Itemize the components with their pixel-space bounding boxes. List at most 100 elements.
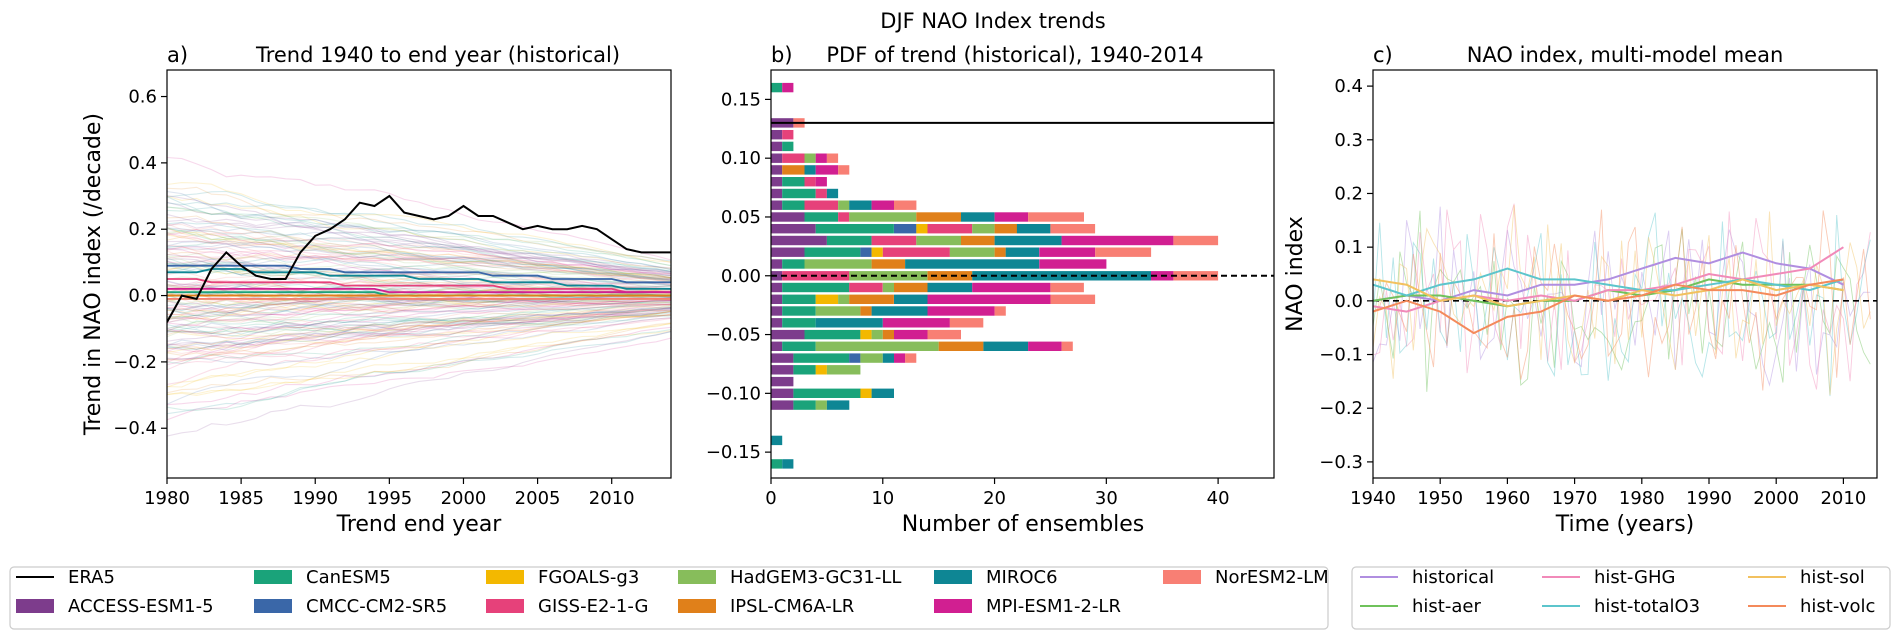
bar-segment	[782, 259, 805, 269]
legend-label: hist-GHG	[1594, 567, 1675, 588]
panel-a-xtick-label: 1980	[144, 488, 190, 509]
panel-a-xtick-label: 2010	[589, 488, 635, 509]
bar-segment	[782, 282, 850, 293]
ensemble-member-line	[167, 317, 671, 360]
bar-segment	[804, 259, 872, 269]
bar-segment	[782, 294, 816, 304]
ensemble-member-line	[167, 303, 671, 371]
panel-b-axes: 0 10 20 30 40 −0.15 −0.10 −0.05 0.00 0.05 0.10 0.15	[706, 89, 1230, 509]
ensemble-member-line	[167, 308, 671, 348]
legend-label: MIROC6	[986, 567, 1058, 588]
ensemble-member-line	[167, 295, 671, 321]
bar-segment	[782, 82, 794, 93]
ensemble-member-line	[167, 276, 671, 296]
ensemble-member-line	[167, 322, 671, 396]
bar-segment	[849, 200, 872, 210]
ensemble-member-line	[167, 280, 671, 294]
panel-b-xlabel: Number of ensembles	[902, 512, 1145, 537]
panel-c-series	[1373, 246, 1877, 335]
ensemble-member-line	[167, 309, 671, 336]
ensemble-member-line	[167, 196, 671, 273]
ensemble-member-line	[167, 209, 671, 272]
ensemble-member-line	[167, 313, 671, 388]
legend-label: GISS-E2-1-G	[538, 596, 648, 617]
bar-segment	[826, 400, 850, 410]
panel-a-xtick-label: 1990	[292, 488, 338, 509]
legend-swatch	[1163, 570, 1201, 584]
bar-segment	[804, 212, 838, 222]
ensemble-member-line	[167, 299, 671, 326]
ensemble-member-line	[167, 223, 671, 275]
panel-a-xlabel: Trend end year	[336, 512, 503, 537]
bar-segment	[815, 153, 827, 163]
ensemble-member-line	[167, 222, 671, 275]
ensemble-member-line	[167, 310, 671, 354]
ensemble-member-line	[167, 328, 671, 411]
ensemble-member-line	[167, 311, 671, 352]
ensemble-member-line	[167, 307, 671, 350]
legend-swatch	[678, 570, 716, 584]
legend-label: hist-volc	[1800, 596, 1875, 617]
ensemble-member-line	[167, 217, 671, 273]
ensemble-member-line	[167, 256, 671, 294]
bar-segment	[815, 294, 839, 304]
panel-a-ensemble-members	[167, 156, 671, 437]
ensemble-member-line	[167, 241, 671, 281]
panel-a-title: Trend 1940 to end year (historical)	[255, 43, 620, 67]
bar-segment	[849, 212, 917, 222]
ensemble-member-line	[167, 322, 671, 394]
bar-segment	[1005, 247, 1040, 257]
panel-b-title: PDF of trend (historical), 1940-2014	[826, 43, 1203, 67]
bar-segment	[1050, 282, 1084, 293]
bar-segment	[894, 200, 917, 210]
panel-c-title: NAO index, multi-model mean	[1467, 43, 1784, 67]
bar-segment	[771, 82, 783, 93]
ensemble-member-line	[167, 252, 671, 282]
ensemble-member-line	[167, 312, 671, 333]
ensemble-member-line	[167, 307, 671, 353]
ensemble-member-line	[167, 326, 671, 406]
bar-segment	[849, 282, 883, 293]
model-legend-entries: ERA5 ACCESS-ESM1-5 CanESM5 CMCC-CM2-SR5 FGOA…	[16, 567, 1329, 617]
panel-a-axes: 1980 1985 1990 1995 2000 2005 2010 −0.4 −0.2 0.0 0…	[113, 87, 634, 509]
bar-segment	[771, 353, 794, 363]
panel-a-ytick-label: −0.4	[113, 418, 157, 439]
bar-segment	[771, 200, 783, 210]
panel-a-ytick-label: −0.2	[113, 352, 157, 373]
bar-segment	[815, 341, 939, 351]
ensemble-member-line	[167, 288, 671, 322]
panel-a-ytick-label: 0.6	[128, 87, 157, 108]
ensemble-member-line	[167, 309, 671, 363]
legend-label: CMCC-CM2-SR5	[306, 596, 447, 617]
annual-line-hist-sol	[1373, 205, 1871, 396]
ensemble-member-line	[167, 315, 671, 365]
ensemble-member-line	[167, 306, 671, 335]
bar-segment	[871, 306, 928, 316]
panel-b: 0 10 20 30 40 −0.15 −0.10 −0.05 0.00 0.05 0.10 0.15…	[706, 43, 1275, 537]
ensemble-member-line	[167, 310, 671, 350]
bar-segment	[826, 153, 839, 163]
ensemble-member-line	[167, 257, 671, 287]
bar-segment	[782, 141, 794, 152]
bar-segment	[771, 294, 783, 304]
ensemble-member-line	[167, 298, 671, 309]
panel-b-reference-lines	[771, 121, 1274, 277]
bar-segment	[826, 235, 872, 246]
bar-segment	[871, 247, 883, 257]
panel-a-xtick-label: 2005	[515, 488, 561, 509]
ensemble-member-line	[167, 313, 671, 366]
bar-segment	[826, 188, 839, 199]
ensemble-member-line	[167, 230, 671, 283]
series-line-giss-e2-1-g	[167, 278, 671, 294]
legend-swatch	[934, 599, 972, 613]
experiment-legend-entries: historical hist-aer hist-GHG hist-totalO3 hi…	[1360, 567, 1875, 617]
ensemble-member-line	[167, 310, 671, 334]
panel-c-ytick-label: 0.1	[1334, 237, 1363, 258]
bar-segment	[838, 212, 850, 222]
bar-segment	[994, 235, 1062, 246]
bar-segment	[949, 318, 984, 328]
ensemble-member-line	[167, 246, 671, 279]
panel-b-xtick-label: 0	[765, 488, 776, 509]
legend-swatch	[486, 599, 524, 613]
ensemble-member-line	[167, 206, 671, 267]
